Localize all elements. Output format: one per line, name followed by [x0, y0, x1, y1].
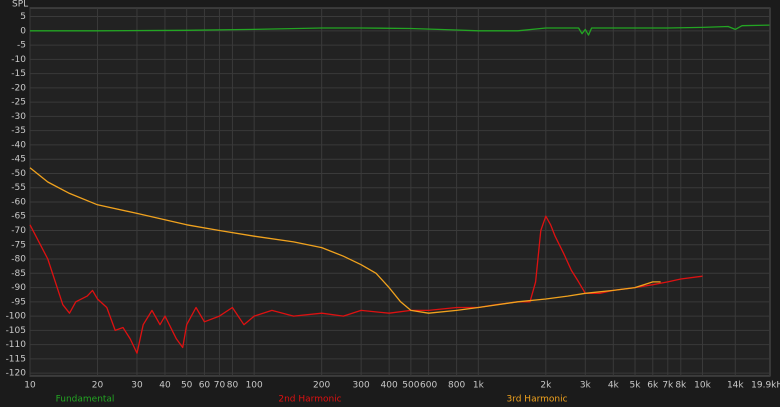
- y-tick-label: -75: [11, 240, 26, 250]
- y-tick-label: -120: [6, 369, 27, 379]
- x-tick-label: 4k: [608, 381, 620, 391]
- legend-label: 3rd Harmonic: [506, 395, 567, 405]
- y-tick-label: -25: [11, 98, 26, 108]
- y-tick-label: -115: [6, 354, 26, 364]
- plot-area: [29, 7, 771, 377]
- y-tick-label: -45: [11, 155, 26, 165]
- y-tick-label: -80: [11, 255, 26, 265]
- x-tick-label: 400: [381, 381, 398, 391]
- y-tick-label: 0: [20, 26, 26, 36]
- x-tick-label: 60: [199, 381, 211, 391]
- y-tick-label: -15: [11, 69, 26, 79]
- y-tick-label: -35: [11, 126, 26, 136]
- y-tick-label: -20: [11, 83, 26, 93]
- y-tick-label: -5: [17, 41, 26, 51]
- x-tick-label: 3k: [580, 381, 592, 391]
- y-tick-label: -85: [11, 269, 26, 279]
- y-tick-label: -70: [11, 226, 26, 236]
- x-tick-label: 100: [246, 381, 263, 391]
- series-line: [29, 167, 661, 314]
- x-tick-label: 600: [420, 381, 437, 391]
- x-tick-label: 30: [131, 381, 143, 391]
- series-line: [30, 24, 770, 36]
- y-tick-label: -55: [11, 183, 26, 193]
- x-tick-label: 6k: [647, 381, 659, 391]
- x-tick-label: 8k: [675, 381, 687, 391]
- y-tick-label: -105: [6, 326, 26, 336]
- x-tick-label: 10: [24, 381, 36, 391]
- y-tick-label: -40: [11, 140, 26, 150]
- y-axis-label: SPL: [12, 0, 28, 10]
- x-tick-label: 500: [402, 381, 419, 391]
- x-tick-label: 19.9kHz: [751, 381, 780, 391]
- y-tick-label: -50: [11, 169, 26, 179]
- y-tick-label: -95: [11, 297, 26, 307]
- legend-label: 2nd Harmonic: [278, 395, 341, 405]
- x-tick-label: 20: [92, 381, 104, 391]
- x-tick-label: 7k: [662, 381, 674, 391]
- y-tick-label: -30: [11, 112, 26, 122]
- x-tick-label: 40: [159, 381, 171, 391]
- x-tick-label: 5k: [630, 381, 642, 391]
- y-tick-label: -65: [11, 212, 26, 222]
- y-tick-label: 5: [20, 12, 26, 22]
- y-tick-label: -10: [11, 55, 26, 65]
- x-tick-label: 80: [227, 381, 239, 391]
- x-tick-label: 50: [181, 381, 193, 391]
- x-tick-label: 800: [448, 381, 465, 391]
- x-tick-label: 2k: [540, 381, 552, 391]
- y-tick-label: -100: [6, 312, 27, 322]
- y-tick-label: -90: [11, 283, 26, 293]
- x-tick-label: 300: [353, 381, 370, 391]
- x-tick-label: 70: [214, 381, 226, 391]
- y-tick-label: -60: [11, 197, 26, 207]
- y-tick-label: -110: [6, 340, 27, 350]
- x-tick-label: 1k: [473, 381, 485, 391]
- x-tick-label: 200: [313, 381, 330, 391]
- legend-label: Fundamental: [56, 395, 115, 405]
- x-tick-label: 14k: [727, 381, 744, 391]
- x-tick-label: 10k: [694, 381, 711, 391]
- series-line: [29, 215, 703, 354]
